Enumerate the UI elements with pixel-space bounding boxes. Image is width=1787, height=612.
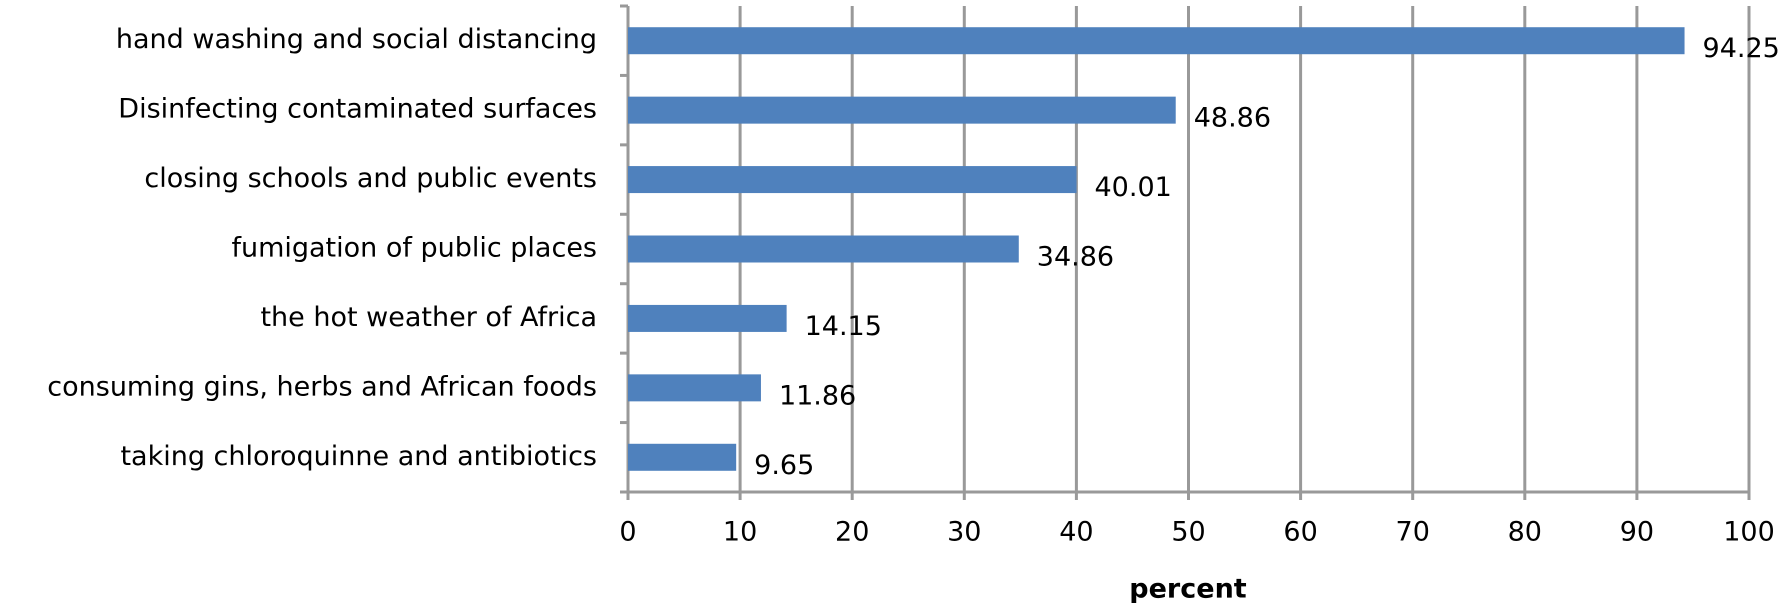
x-tick-label: 40: [1059, 517, 1093, 548]
y-tick-label: closing schools and public events: [144, 163, 597, 194]
x-tick-label: 30: [947, 517, 981, 548]
x-tick-label: 100: [1723, 517, 1775, 548]
x-tick-label: 70: [1396, 517, 1430, 548]
bar: [628, 304, 787, 332]
bar: [628, 374, 761, 402]
value-label: 34.86: [1037, 242, 1114, 273]
y-tick-label: fumigation of public places: [231, 233, 597, 264]
bar: [628, 27, 1685, 55]
x-tick-label: 0: [619, 517, 636, 548]
x-axis-label: percent: [1129, 574, 1246, 605]
bar: [628, 443, 737, 471]
value-label: 14.15: [805, 311, 882, 342]
value-label: 9.65: [754, 450, 814, 481]
x-tick-label: 80: [1508, 517, 1542, 548]
x-tick-label: 60: [1283, 517, 1317, 548]
bar: [628, 96, 1176, 124]
x-tick-label: 10: [723, 517, 757, 548]
y-tick-label: hand washing and social distancing: [116, 24, 597, 55]
y-tick-label: taking chloroquinne and antibiotics: [120, 441, 597, 472]
value-label: 40.01: [1095, 172, 1172, 203]
value-label: 48.86: [1194, 103, 1271, 134]
bar: [628, 235, 1019, 263]
y-tick-label: Disinfecting contaminated surfaces: [118, 94, 597, 125]
x-tick-label: 20: [835, 517, 869, 548]
bar: [628, 166, 1077, 194]
y-tick-label: the hot weather of Africa: [260, 302, 597, 333]
value-label: 94.25: [1703, 33, 1780, 64]
value-label: 11.86: [779, 380, 856, 411]
x-tick-label: 90: [1620, 517, 1654, 548]
x-tick-label: 50: [1171, 517, 1205, 548]
y-tick-label: consuming gins, herbs and African foods: [47, 371, 597, 402]
